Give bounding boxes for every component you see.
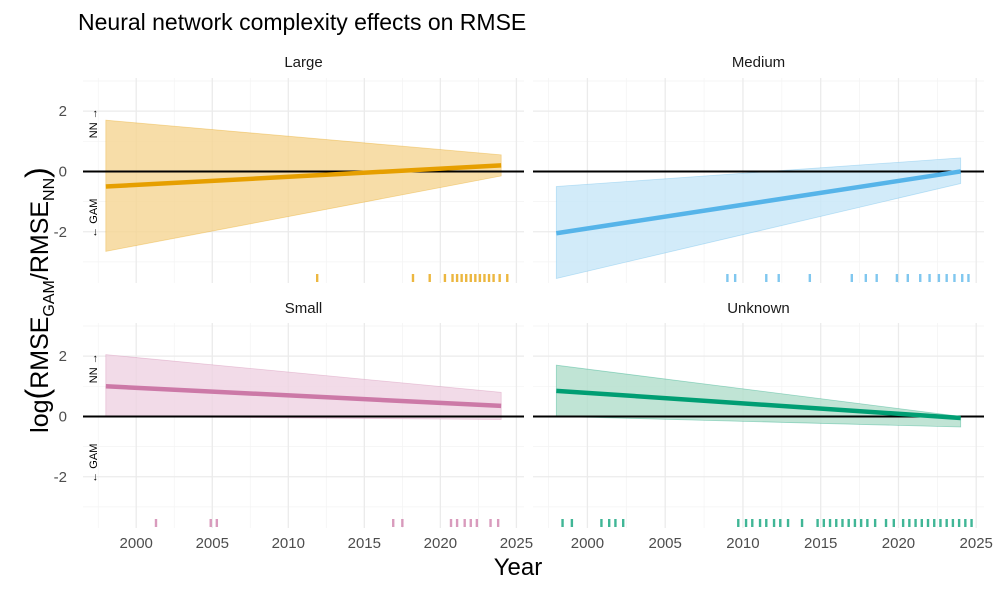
- x-tick-label: 2000: [120, 535, 153, 552]
- y-title-rmse-1: RMSE: [26, 317, 54, 389]
- x-axis-title: Year: [494, 554, 543, 581]
- fit-line: [556, 388, 961, 421]
- annotation-gam: ← GAM: [88, 199, 100, 238]
- y-tick-label: -2: [54, 224, 67, 241]
- y-tick-label: -2: [54, 469, 67, 486]
- y-title-sub-nn: NN: [41, 178, 58, 201]
- x-tick-label: 2020: [882, 535, 915, 552]
- annotation-nn: NN →: [88, 353, 100, 383]
- svg-text:log(RMSEGAM/RMSENN): log(RMSEGAM/RMSENN): [19, 167, 58, 433]
- facet-label: Unknown: [727, 300, 790, 317]
- y-tick-label: 2: [59, 103, 67, 120]
- x-tick-label: 2025: [500, 535, 533, 552]
- y-tick-label: 2: [59, 348, 67, 365]
- x-tick-label: 2010: [726, 535, 759, 552]
- x-tick-label: 2010: [272, 535, 305, 552]
- panel-small: Small -2 0 2 NN → ← GAM 2000 2005 2010 2015 2020 20…: [54, 300, 533, 552]
- facet-label: Small: [285, 300, 323, 317]
- fit-line: [555, 169, 962, 236]
- y-title-log: log: [26, 399, 54, 432]
- x-tick-label: 2020: [424, 535, 457, 552]
- chart-title: Neural network complexity effects on RMS…: [78, 9, 526, 35]
- y-title-sub-gam: GAM: [41, 280, 58, 316]
- x-tick-label: 2015: [348, 535, 381, 552]
- x-tick-label: 2025: [960, 535, 993, 552]
- y-title-rmse-2: RMSE: [26, 201, 54, 273]
- panels: Large -2 0 2 NN → ← GAM Medium Small -2 0 2 NN → ← G…: [54, 54, 993, 552]
- y-tick-label: 0: [59, 163, 67, 180]
- x-tick-label: 2000: [571, 535, 604, 552]
- panel-large: Large -2 0 2 NN → ← GAM: [54, 54, 524, 283]
- annotation-gam: ← GAM: [88, 444, 100, 483]
- fit-line: [105, 163, 502, 189]
- y-axis-title: log(RMSEGAM/RMSENN): [19, 167, 58, 433]
- fit-line: [105, 384, 502, 409]
- confidence-band: [105, 354, 502, 420]
- y-tick-label: 0: [59, 408, 67, 425]
- facet-label: Large: [284, 54, 322, 71]
- x-tick-label: 2005: [649, 535, 682, 552]
- panel-unknown: Unknown 2000 2005 2010 2015 2020 2025: [533, 300, 993, 552]
- facet-label: Medium: [732, 54, 785, 71]
- annotation-nn: NN →: [88, 108, 100, 138]
- x-tick-label: 2015: [804, 535, 837, 552]
- panel-medium: Medium: [533, 54, 984, 283]
- confidence-band: [105, 119, 502, 252]
- confidence-band: [555, 157, 962, 279]
- x-tick-label: 2005: [196, 535, 229, 552]
- y-title-slash: /: [26, 273, 54, 280]
